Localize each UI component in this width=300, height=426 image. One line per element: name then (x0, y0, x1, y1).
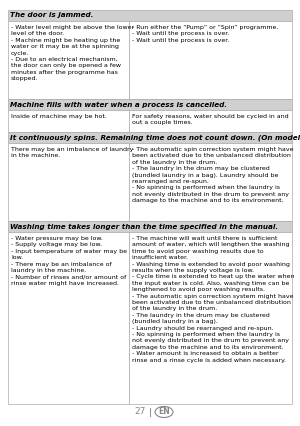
Text: For safety reasons, water should be cycled in and
out a couple times.: For safety reasons, water should be cycl… (132, 114, 288, 125)
Text: - Water pressure may be low.
- Supply voltage may be low.
- Input temperature of: - Water pressure may be low. - Supply vo… (11, 236, 127, 286)
Bar (8, 232, 129, 404)
Text: The door is jammed.: The door is jammed. (10, 12, 94, 18)
Bar (8, 99, 292, 110)
Text: - The machine will wait until there is sufficient
amount of water, which will le: - The machine will wait until there is s… (132, 236, 294, 363)
Bar (8, 21, 129, 99)
Bar (129, 232, 292, 404)
Bar (129, 21, 292, 99)
Text: EN: EN (158, 408, 170, 417)
Text: - The automatic spin correction system might have
been activated due to the unba: - The automatic spin correction system m… (132, 147, 293, 203)
Text: Washing time takes longer than the time specified in the manual.: Washing time takes longer than the time … (10, 224, 278, 230)
Text: Inside of machine may be hot.: Inside of machine may be hot. (11, 114, 107, 119)
Text: There may be an imbalance of laundry
in the machine.: There may be an imbalance of laundry in … (11, 147, 134, 158)
Bar (8, 221, 292, 232)
Ellipse shape (155, 406, 173, 417)
Bar (8, 132, 292, 143)
Bar (8, 110, 129, 132)
Text: - Water level might be above the lower
level of the door.
- Machine might be hea: - Water level might be above the lower l… (11, 25, 134, 81)
Bar (129, 110, 292, 132)
Text: It continuously spins. Remaining time does not count down. (On models with displ: It continuously spins. Remaining time do… (10, 134, 300, 141)
Text: 27: 27 (135, 408, 146, 417)
Bar (8, 10, 292, 21)
Bar (129, 143, 292, 221)
Text: - Run either the “Pump” or “Spin” programme.
- Wait until the process is over.
-: - Run either the “Pump” or “Spin” progra… (132, 25, 278, 43)
Text: Machine fills with water when a process is cancelled.: Machine fills with water when a process … (10, 101, 227, 107)
Bar (8, 143, 129, 221)
